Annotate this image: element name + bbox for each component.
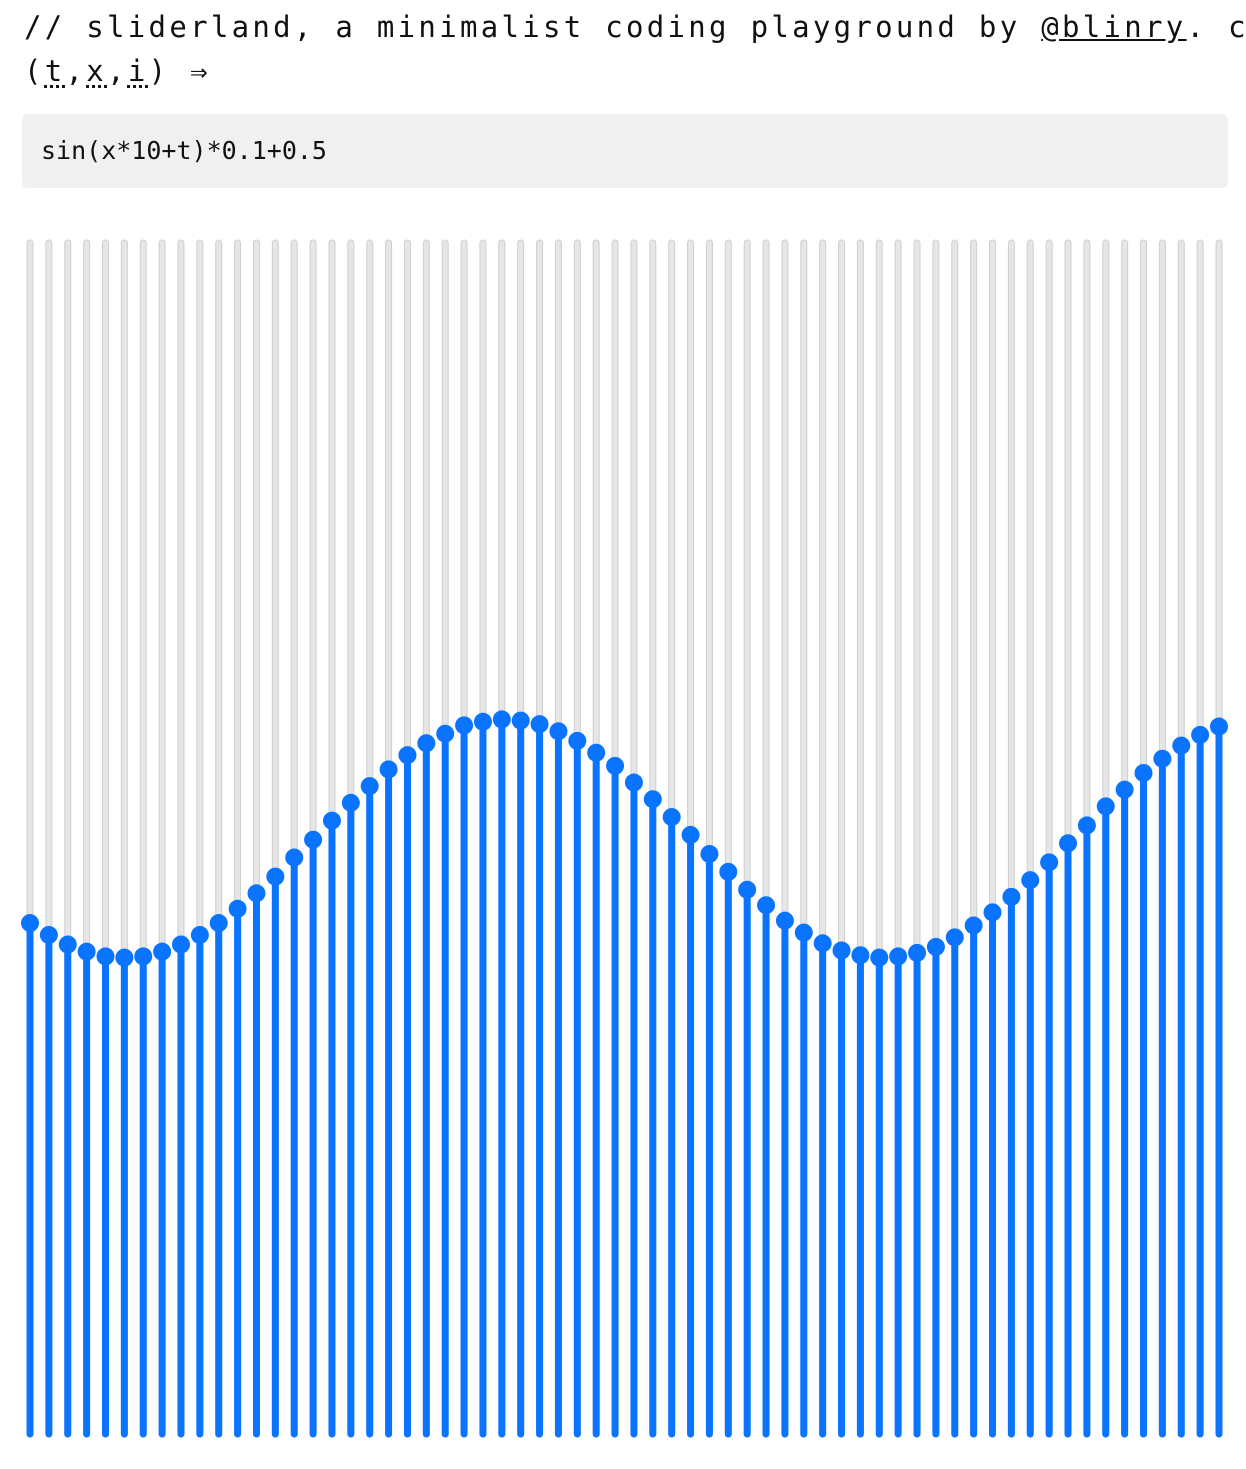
signature-line: (t,x,i) ⇒ xyxy=(24,54,211,88)
intro-text: . click the blue arrow! xyxy=(1186,10,1246,44)
param: i xyxy=(127,54,149,88)
slider-knob[interactable] xyxy=(606,756,625,775)
slider-knob[interactable] xyxy=(134,947,153,966)
slider-knob[interactable] xyxy=(643,790,662,809)
author-link[interactable]: @blinry xyxy=(1041,10,1187,44)
slider-knob[interactable] xyxy=(870,948,889,967)
slider-knob[interactable] xyxy=(945,928,964,947)
slider-knob[interactable] xyxy=(1191,725,1210,744)
arrow: ) ⇒ xyxy=(148,54,211,88)
slider-knob[interactable] xyxy=(1021,871,1040,890)
slider-knob[interactable] xyxy=(511,711,530,730)
slider-knob[interactable] xyxy=(39,925,58,944)
slider-knob[interactable] xyxy=(228,899,247,918)
slider-knob[interactable] xyxy=(96,947,115,966)
slider-knob[interactable] xyxy=(1153,749,1172,768)
slider-knob[interactable] xyxy=(832,941,851,960)
code-input[interactable]: sin(x*10+t)*0.1+0.5 xyxy=(22,114,1228,188)
slider-knob[interactable] xyxy=(964,916,983,935)
slider-knob[interactable] xyxy=(1059,834,1078,853)
separator: , xyxy=(107,54,128,88)
param: t xyxy=(44,54,66,88)
slider-knob[interactable] xyxy=(889,947,908,966)
slider-knob[interactable] xyxy=(436,724,455,743)
slider-knob[interactable] xyxy=(304,830,323,849)
slider-knob[interactable] xyxy=(700,844,719,863)
slider-knob[interactable] xyxy=(624,773,643,792)
slider-knob[interactable] xyxy=(455,716,474,735)
intro-line: // sliderland, a minimalist coding playg… xyxy=(24,10,1246,44)
slider-knob[interactable] xyxy=(813,934,832,953)
slider-knob[interactable] xyxy=(530,715,549,734)
slider-knob[interactable] xyxy=(926,937,945,956)
slider-knob[interactable] xyxy=(587,743,606,762)
slider-knob[interactable] xyxy=(719,862,738,881)
slider-knob[interactable] xyxy=(190,925,209,944)
slider-knob[interactable] xyxy=(908,943,927,962)
slider-knob[interactable] xyxy=(115,948,134,967)
slider-knob[interactable] xyxy=(1002,887,1021,906)
slider-knob[interactable] xyxy=(681,825,700,844)
slider-knob[interactable] xyxy=(492,710,511,729)
slider-knob[interactable] xyxy=(285,848,304,867)
slider-knob[interactable] xyxy=(417,734,436,753)
slider-knob[interactable] xyxy=(398,746,417,765)
slider-knob[interactable] xyxy=(1077,816,1096,835)
slider-knob[interactable] xyxy=(322,811,341,830)
slider-knob[interactable] xyxy=(1096,797,1115,816)
slider-knob[interactable] xyxy=(473,712,492,731)
slider-knob[interactable] xyxy=(360,777,379,796)
slider-knob[interactable] xyxy=(153,942,172,961)
slider-knob[interactable] xyxy=(1134,763,1153,782)
slider-knob[interactable] xyxy=(775,911,794,930)
slider-knob[interactable] xyxy=(1210,717,1228,736)
slider-knob[interactable] xyxy=(757,896,776,915)
slider-knob[interactable] xyxy=(794,923,813,942)
separator: , xyxy=(65,54,87,88)
slider-knob[interactable] xyxy=(341,793,360,812)
slider-knob[interactable] xyxy=(247,884,266,903)
param: x xyxy=(86,54,108,88)
paren: ( xyxy=(24,54,45,88)
slider-knob[interactable] xyxy=(21,914,39,933)
slider-knob[interactable] xyxy=(266,867,285,886)
slider-knob[interactable] xyxy=(58,935,77,954)
slider-knob[interactable] xyxy=(851,946,870,965)
slider-knob[interactable] xyxy=(662,808,681,827)
slider-knob[interactable] xyxy=(1040,853,1059,872)
slider-knob[interactable] xyxy=(738,880,757,899)
slider-knob[interactable] xyxy=(568,731,587,750)
slider-knob[interactable] xyxy=(379,760,398,779)
slider-knob[interactable] xyxy=(171,935,190,954)
slider-knob[interactable] xyxy=(209,914,228,933)
intro-text: // sliderland, a minimalist coding playg… xyxy=(24,10,1042,44)
slider-knob[interactable] xyxy=(77,942,96,961)
slider-knob[interactable] xyxy=(1115,780,1134,799)
slider-knob[interactable] xyxy=(983,903,1002,922)
slider-knob[interactable] xyxy=(1172,736,1191,755)
slider-knob[interactable] xyxy=(549,722,568,741)
